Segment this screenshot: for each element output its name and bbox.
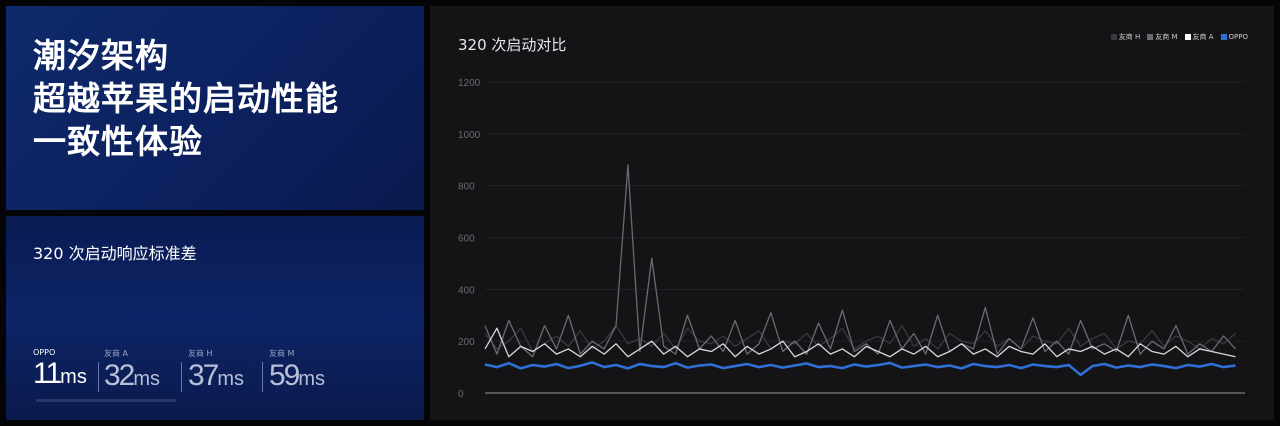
stat-unit: ms bbox=[60, 366, 87, 388]
title-panel: 潮汐架构 超越苹果的启动性能 一致性体验 bbox=[6, 6, 424, 210]
stats-panel: 320 次启动响应标准差 OPPO 11ms 友商 A 32ms 友商 H 37… bbox=[6, 216, 424, 420]
stat-unit: ms bbox=[217, 368, 245, 390]
stat-label: 友商 A bbox=[104, 349, 129, 358]
stat-vendor-a: 友商 A 32ms bbox=[104, 348, 160, 394]
stat-value: 37 bbox=[188, 359, 219, 392]
stat-value: 11 bbox=[33, 357, 62, 390]
stats-heading: 320 次启动响应标准差 bbox=[33, 244, 197, 263]
title-line: 一致性体验 bbox=[33, 122, 203, 161]
y-tick-label: 600 bbox=[458, 234, 475, 245]
legend-label: 友商 A bbox=[1192, 33, 1214, 41]
legend-swatch bbox=[1110, 34, 1117, 40]
series-line-2 bbox=[484, 327, 1236, 358]
stat-vendor-h: 友商 H 37ms bbox=[188, 348, 244, 394]
y-tick-label: 1000 bbox=[458, 130, 481, 141]
series-line-1 bbox=[484, 164, 1236, 358]
legend: 友商 H 友商 M 友商 A OPPO bbox=[1110, 32, 1248, 42]
chart-panel: 320 次启动对比 友商 H 友商 M 友商 A OPPO 0 200 400 600 800… bbox=[430, 6, 1274, 420]
y-tick-label: 200 bbox=[458, 337, 475, 348]
legend-swatch bbox=[1184, 34, 1191, 40]
title-line: 超越苹果的启动性能 bbox=[33, 79, 339, 118]
series-line-0 bbox=[484, 324, 1236, 353]
legend-item: OPPO bbox=[1220, 32, 1248, 42]
slide-title: 潮汐架构 超越苹果的启动性能 一致性体验 bbox=[33, 34, 339, 163]
stat-label: 友商 H bbox=[188, 349, 213, 358]
stat-vendor-m: 友商 M 59ms bbox=[269, 348, 325, 394]
legend-swatch bbox=[1147, 34, 1154, 40]
legend-item: 友商 M bbox=[1147, 32, 1178, 42]
stat-value: 59 bbox=[269, 359, 300, 392]
y-tick-label: 800 bbox=[458, 182, 475, 193]
line-chart: 0 200 400 600 800 1000 1200 bbox=[458, 78, 1245, 400]
series-line-3 bbox=[484, 361, 1236, 377]
title-line: 潮汐架构 bbox=[33, 36, 169, 75]
footnote-illegible bbox=[36, 399, 176, 402]
stat-label: 友商 M bbox=[269, 349, 295, 358]
legend-label: 友商 M bbox=[1155, 33, 1178, 41]
stat-value: 32 bbox=[104, 359, 135, 392]
divider bbox=[181, 362, 182, 392]
y-tick-label: 1200 bbox=[458, 78, 481, 89]
stat-label: OPPO bbox=[33, 348, 56, 357]
stat-unit: ms bbox=[298, 368, 326, 390]
stat-oppo: OPPO 11ms bbox=[33, 348, 87, 392]
legend-item: 友商 A bbox=[1184, 32, 1214, 42]
y-tick-label: 400 bbox=[458, 285, 475, 296]
legend-item: 友商 H bbox=[1110, 32, 1141, 42]
legend-label: 友商 H bbox=[1118, 33, 1141, 41]
y-tick-label: 0 bbox=[458, 389, 464, 400]
legend-swatch bbox=[1220, 34, 1227, 40]
stat-unit: ms bbox=[133, 368, 161, 390]
chart-title: 320 次启动对比 bbox=[458, 36, 567, 54]
legend-label: OPPO bbox=[1228, 33, 1248, 41]
divider bbox=[262, 362, 263, 392]
divider bbox=[98, 362, 99, 392]
